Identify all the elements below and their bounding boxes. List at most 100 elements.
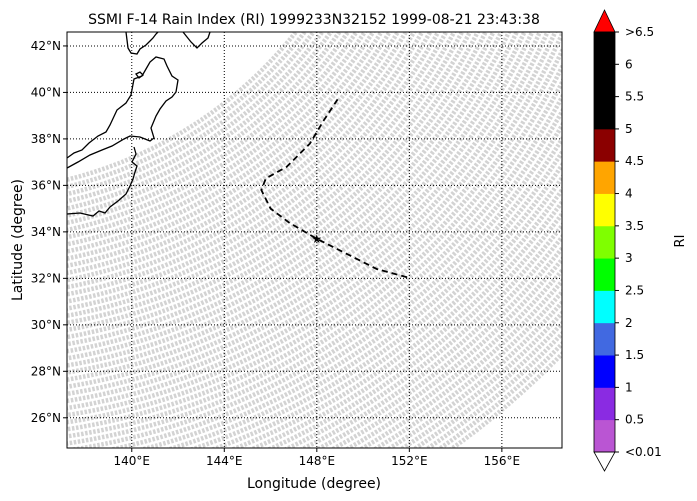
swath-scan-line (67, 32, 299, 182)
x-tick-label: 152°E (391, 454, 428, 468)
swath-scan-line (67, 32, 457, 318)
swath-scan-line (67, 32, 473, 333)
colorbar-segment (594, 419, 615, 453)
swath-scan-line (67, 32, 543, 397)
colorbar-tick-label: <0.01 (625, 445, 662, 459)
swath-scan-line (283, 221, 562, 448)
colorbar-tick-label: 5 (625, 122, 633, 136)
y-axis: 26°N 28°N 30°N 32°N 34°N 36°N 38°N 40°N 42°N (31, 39, 67, 425)
swath-scan-line (67, 32, 558, 411)
plot-frame (66, 31, 563, 449)
storm-track (260, 98, 408, 279)
colorbar-segment (594, 322, 615, 356)
colorbar-tick-label: 3.5 (625, 219, 644, 233)
swath-scan-line (67, 32, 393, 261)
y-tick-label: 26°N (31, 411, 61, 425)
colorbar-frame (593, 31, 616, 453)
storm-position-marker: ★ (311, 232, 322, 246)
colorbar-tick-label: 0.5 (625, 413, 644, 427)
colorbar-tick-label: 4.5 (625, 154, 644, 168)
y-axis-label: Latitude (degree) (10, 179, 26, 301)
south-coast (67, 146, 138, 217)
swath-scan-line (67, 32, 512, 368)
x-tick-label: 140°E (114, 454, 151, 468)
colorbar-tick-label: 2.5 (625, 283, 644, 297)
swath-scan-line (344, 267, 562, 448)
colorbar-segment (594, 225, 615, 259)
swath-scan-line (67, 32, 401, 269)
swath-scan-line (67, 32, 496, 354)
swath-scan-line (67, 32, 325, 204)
swath-scan-line (248, 198, 562, 448)
swath-scan-line (67, 32, 527, 382)
x-axis-label: Longitude (degree) (247, 476, 381, 492)
y-tick-label: 32°N (31, 271, 61, 285)
swath-scan-line (67, 32, 317, 197)
colorbar: <0.01 0.5 1 1.5 2 2.5 3 3.5 4 4.5 5 5.5 6 >6.5 (593, 9, 662, 472)
colorbar-segment (594, 128, 615, 162)
coastline (67, 32, 211, 217)
swath-scan-line (67, 32, 504, 361)
sado-island (135, 71, 144, 79)
colorbar-segment (594, 387, 615, 421)
chart-title: SSMI F-14 Rain Index (RI) 1999233N32152 … (88, 12, 540, 28)
swath-scan-line (67, 32, 551, 404)
colorbar-tick-label: 2 (625, 316, 633, 330)
colorbar-segment (594, 96, 615, 130)
y-tick-label: 42°N (31, 39, 61, 53)
y-tick-label: 40°N (31, 85, 61, 99)
swath-scan-line (448, 350, 562, 448)
colorbar-tick-label: >6.5 (625, 25, 654, 39)
colorbar-min-extension (593, 451, 616, 472)
swath-scan-line (67, 77, 562, 439)
gridlines (67, 32, 562, 448)
y-tick-label: 28°N (31, 364, 61, 378)
swath-scan-line (67, 32, 308, 190)
swath-scan-line (358, 277, 562, 448)
swath-scan-line (372, 288, 562, 448)
swath-scan-line (436, 340, 562, 448)
swath-scan-line (398, 309, 562, 448)
colorbar-segment (594, 193, 615, 227)
x-tick-label: 144°E (206, 454, 243, 468)
colorbar-segment (594, 290, 615, 324)
swath-scan-line (138, 134, 562, 448)
colorbar-tick-label: 4 (625, 187, 633, 201)
swath-scan-line (67, 61, 562, 432)
swath-scan-line (67, 32, 351, 226)
swath-scan-line (165, 148, 562, 448)
colorbar-label: RI (673, 235, 688, 248)
colorbar-tick-label: 1 (625, 380, 633, 394)
swath-scan-line (299, 233, 562, 448)
swath-scan-line (67, 32, 368, 240)
swath-scan-line (67, 32, 535, 390)
swath-coverage (67, 32, 562, 448)
swath-scan-line (67, 32, 441, 304)
swath-scan-line (67, 32, 425, 290)
swath-scan-line (67, 32, 449, 311)
hokkaido-coast (125, 32, 159, 55)
colorbar-max-extension (593, 9, 616, 33)
swath-scan-line (67, 32, 417, 283)
colorbar-tick-label: 3 (625, 251, 633, 265)
colorbar-tick-label: 5.5 (625, 90, 644, 104)
swath-scan-line (67, 32, 384, 254)
colorbar-segment (594, 258, 615, 291)
colorbar-segment (594, 161, 615, 194)
x-tick-label: 156°E (484, 454, 521, 468)
swath-scan-line (67, 32, 520, 375)
swath-scan-line (67, 32, 433, 297)
swath-scan-line (230, 186, 562, 448)
swath-scan-line (67, 32, 465, 326)
x-axis: 140°E 144°E 148°E 152°E 156°E (114, 448, 521, 468)
swath-scan-line (385, 299, 562, 448)
honshu-coast (67, 56, 179, 169)
x-tick-label: 148°E (299, 454, 336, 468)
swath-scan-line (67, 92, 562, 446)
colorbar-segment (594, 32, 615, 65)
swath-scan-line (266, 210, 562, 448)
swath-scan-line (67, 32, 562, 418)
swath-scan-line (67, 32, 481, 340)
swath-scan-line (67, 32, 360, 233)
